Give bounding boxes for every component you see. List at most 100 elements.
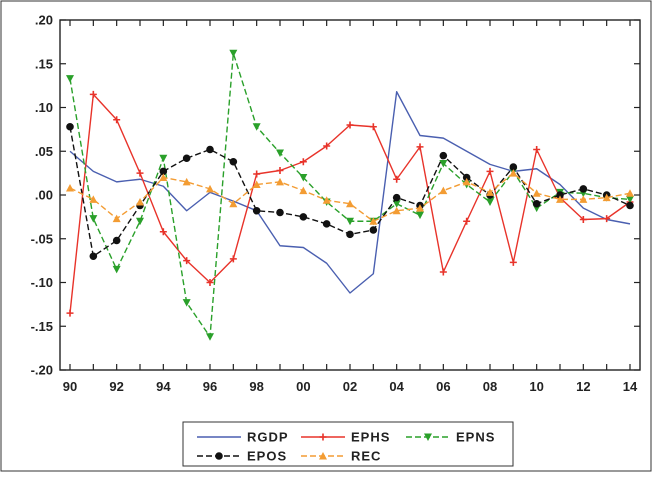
x-tick-label: 00 — [296, 379, 310, 394]
point-rec — [136, 198, 144, 206]
point-epns — [182, 299, 191, 307]
x-tick-label: 04 — [389, 379, 404, 394]
point-rec — [509, 169, 518, 177]
series-layer — [66, 49, 634, 341]
legend-item-rgdp: RGDP — [197, 430, 288, 445]
y-tick-label: .05 — [35, 144, 53, 159]
point-ephs — [113, 116, 121, 124]
point-rec — [579, 195, 588, 203]
point-rec — [626, 189, 634, 197]
point-epos — [89, 252, 98, 261]
point-ephs — [159, 228, 167, 236]
legend-item-ephs: EPHS — [301, 430, 390, 445]
legend-item-epos: EPOS — [197, 449, 287, 464]
legend-marker-epns — [424, 433, 432, 441]
point-rec — [89, 195, 98, 203]
y-tick-label: -.20 — [31, 363, 53, 378]
point-epos — [66, 122, 74, 131]
series-line-rgdp — [69, 91, 631, 294]
point-epns — [439, 160, 448, 168]
point-epos — [626, 201, 634, 210]
point-epos — [556, 191, 564, 199]
point-rec — [532, 189, 541, 197]
point-epns — [206, 333, 214, 341]
point-rec — [276, 177, 284, 186]
point-epos — [392, 193, 401, 202]
x-tick-label: 90 — [63, 379, 77, 394]
y-axis: .20 .15 .10 .05 .00 -.05 -.10 -.15 -.20 — [31, 13, 640, 378]
point-epns — [229, 49, 238, 58]
legend-label-rec: REC — [351, 449, 381, 464]
legend-label-epos: EPOS — [247, 449, 287, 464]
point-ephs — [416, 143, 424, 151]
point-rec — [486, 188, 494, 196]
point-ephs — [439, 268, 447, 276]
x-tick-label: 96 — [203, 379, 217, 394]
point-epos — [299, 213, 308, 221]
x-tick-label: 14 — [623, 379, 638, 394]
point-epns — [252, 123, 261, 131]
legend-marker-epos — [215, 452, 223, 460]
x-tick-label: 10 — [529, 379, 543, 394]
point-ephs — [369, 123, 377, 131]
point-epos — [159, 167, 168, 176]
point-epos — [532, 199, 541, 208]
point-rec — [369, 217, 378, 225]
point-ephs — [136, 169, 144, 177]
point-ephs — [89, 90, 97, 98]
point-ephs — [509, 258, 517, 266]
series-rec — [66, 169, 634, 225]
point-epos — [346, 230, 354, 239]
point-rec — [299, 186, 308, 195]
point-epos — [509, 163, 518, 171]
point-epos — [439, 151, 448, 160]
point-rec — [416, 204, 424, 212]
point-rec — [66, 184, 74, 192]
x-tick-label: 12 — [576, 379, 590, 394]
y-tick-label: .20 — [35, 13, 53, 28]
legend-marker-rec — [319, 452, 327, 460]
point-epns — [159, 154, 168, 163]
point-epos — [369, 226, 378, 234]
legend: RGDP EPHS EPNS EPOS REC — [182, 421, 514, 467]
point-ephs — [393, 175, 401, 183]
point-ephs — [229, 255, 237, 263]
point-rec — [392, 206, 401, 215]
point-ephs — [463, 217, 471, 225]
x-tick-label: 92 — [109, 379, 123, 394]
point-ephs — [183, 257, 191, 265]
point-epns — [112, 265, 121, 274]
point-epos — [276, 208, 284, 217]
point-epns — [299, 174, 308, 182]
point-ephs — [206, 279, 214, 286]
point-epos — [462, 173, 471, 182]
x-axis: 90 92 94 96 98 00 02 04 06 08 10 12 14 — [63, 20, 638, 394]
legend-label-ephs: EPHS — [351, 430, 390, 445]
point-ephs — [323, 142, 331, 150]
point-epos — [182, 154, 191, 163]
y-tick-label: -.10 — [31, 275, 53, 290]
point-ephs — [66, 309, 74, 317]
point-rec — [322, 196, 331, 204]
point-epns — [346, 217, 354, 226]
point-rec — [462, 177, 471, 186]
point-epns — [66, 75, 74, 83]
point-rec — [112, 214, 121, 223]
point-epos — [322, 220, 331, 228]
point-epns — [276, 149, 284, 157]
legend-marker-ephs — [319, 433, 327, 441]
plot-area — [59, 19, 641, 371]
point-rec — [252, 180, 261, 188]
y-tick-label: .15 — [35, 56, 53, 71]
point-ephs — [346, 121, 354, 129]
point-rec — [206, 184, 214, 193]
point-ephs — [603, 215, 611, 223]
point-ephs — [486, 167, 494, 175]
x-tick-label: 02 — [343, 379, 357, 394]
y-tick-label: -.05 — [31, 231, 53, 246]
point-epos — [252, 206, 261, 215]
point-epns — [486, 198, 494, 206]
x-tick-label: 98 — [249, 379, 263, 394]
